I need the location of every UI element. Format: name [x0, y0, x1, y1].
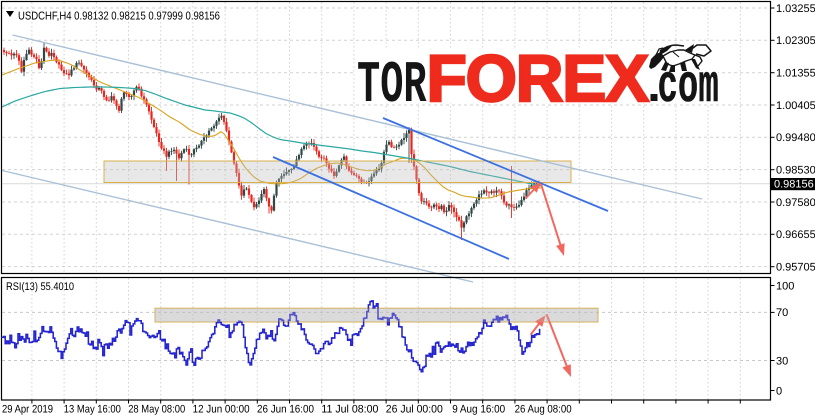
svg-text:FOREX: FOREX: [427, 41, 650, 115]
svg-text:RSI(13) 55.4010: RSI(13) 55.4010: [6, 281, 74, 293]
svg-text:100: 100: [776, 280, 794, 292]
svg-text:26 Jun 16:00: 26 Jun 16:00: [257, 404, 314, 416]
svg-text:0.95705: 0.95705: [776, 262, 815, 274]
svg-text:9 Aug 16:00: 9 Aug 16:00: [452, 404, 505, 416]
svg-text:26 Jul 00:00: 26 Jul 00:00: [386, 404, 443, 416]
svg-text:28 May 08:00: 28 May 08:00: [128, 404, 185, 416]
svg-text:0.97580: 0.97580: [776, 197, 815, 209]
svg-text:0.99480: 0.99480: [776, 132, 815, 144]
svg-text:13 May 16:00: 13 May 16:00: [64, 404, 121, 416]
svg-text:1.00405: 1.00405: [776, 100, 815, 112]
svg-text:1.02305: 1.02305: [776, 35, 815, 47]
svg-text:11 Jul 08:00: 11 Jul 08:00: [321, 404, 378, 416]
svg-text:1.01355: 1.01355: [776, 68, 815, 80]
svg-text:1.03255: 1.03255: [776, 3, 815, 15]
svg-text:USDCHF,H4 0.98132 0.98215 0.9: USDCHF,H4 0.98132 0.98215 0.97999 0.9815…: [18, 11, 220, 23]
svg-text:0.98530: 0.98530: [776, 165, 815, 177]
svg-text:0.96655: 0.96655: [776, 229, 815, 241]
svg-text:26 Aug 08:00: 26 Aug 08:00: [515, 404, 572, 416]
svg-text:0.98156: 0.98156: [774, 179, 814, 191]
svg-text:com: com: [658, 57, 719, 118]
svg-text:29 Apr 2019: 29 Apr 2019: [2, 404, 53, 416]
svg-text:30: 30: [776, 355, 788, 367]
svg-text:70: 70: [776, 307, 788, 319]
svg-text:0: 0: [776, 385, 782, 397]
svg-text:TOR: TOR: [357, 52, 427, 119]
svg-text:12 Jun 00:00: 12 Jun 00:00: [193, 404, 250, 416]
